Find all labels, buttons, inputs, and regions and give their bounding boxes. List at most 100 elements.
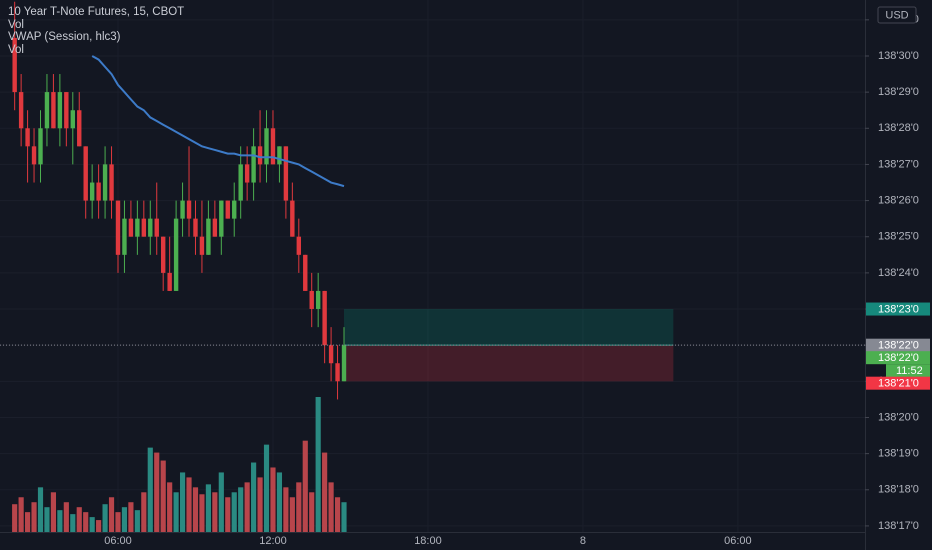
candle-body [303, 254, 308, 291]
currency-label[interactable]: USD [885, 9, 908, 21]
candle-body [102, 164, 108, 201]
candle-body [141, 218, 147, 237]
volume-bar [199, 494, 205, 532]
candle-body [257, 146, 263, 165]
price-label: 138'23'0 [878, 303, 919, 315]
price-label-box [866, 338, 930, 352]
y-tick-label: 138'24'0 [878, 267, 919, 279]
candle-body [64, 92, 69, 129]
price-label: 138'22'0 [878, 340, 919, 352]
volume-bar [212, 492, 218, 532]
candle-body [160, 236, 166, 273]
candle-body [283, 146, 289, 201]
volume-bar [83, 512, 89, 532]
volume-pane [12, 397, 347, 532]
volume-bar [231, 492, 237, 532]
volume-bar [270, 467, 276, 532]
y-tick-label: 138'26'0 [878, 194, 919, 206]
price-label: 138'21'0 [878, 378, 919, 390]
candle-body [199, 236, 205, 255]
volume-bar [134, 510, 140, 532]
y-tick-label: 138'25'0 [878, 231, 919, 243]
volume-bar [192, 487, 199, 532]
candle-body [238, 164, 243, 201]
y-tick-label: 138'30'0 [878, 50, 919, 62]
candle-body [270, 128, 276, 165]
candle-body [296, 236, 302, 255]
candle-body [180, 200, 185, 219]
volume-bar [63, 502, 69, 532]
x-tick-label: 8 [580, 535, 586, 547]
volume-bar [283, 487, 289, 532]
volume-bar [315, 397, 321, 532]
volume-bar [37, 487, 44, 532]
candle-body [219, 200, 224, 237]
volume-bar [251, 462, 257, 532]
candle-body [186, 200, 192, 219]
candle-body [290, 200, 295, 237]
x-tick-label: 12:00 [259, 535, 287, 547]
volume-bar [205, 484, 211, 532]
volume-bar [18, 497, 24, 532]
volume-bar [102, 504, 108, 532]
candle-body [225, 200, 230, 219]
y-tick-label: 138'18'0 [878, 484, 919, 496]
candle-body [128, 218, 134, 237]
candle-body [31, 146, 37, 165]
candle-body [232, 200, 237, 219]
volume-bar [173, 492, 179, 532]
volume-bar [167, 482, 173, 532]
volume-bar [289, 497, 295, 532]
price-label: 138'22'0 [878, 352, 919, 364]
x-tick-label: 18:00 [414, 535, 442, 547]
volume-bar [70, 514, 76, 532]
volume-bar [160, 460, 166, 532]
candle-body [335, 363, 340, 382]
volume-bar [121, 507, 128, 532]
chart-title: 10 Year T-Note Futures, 15, CBOT [8, 6, 184, 18]
volume-bar [128, 502, 134, 532]
volume-bar [334, 497, 341, 532]
volume-bar [238, 487, 244, 532]
volume-bar [154, 452, 160, 532]
candle-body [83, 146, 88, 201]
volume-bar [115, 512, 121, 532]
volume-bar [244, 482, 250, 532]
candle-body [89, 182, 95, 201]
position-tool [344, 309, 674, 382]
candle-body [70, 110, 75, 129]
candle-body [341, 345, 347, 382]
volume-bar [31, 502, 37, 532]
indicator-label: VWAP (Session, hlc3) [8, 31, 121, 43]
volume-bar [186, 477, 192, 532]
price-label-box [866, 302, 930, 316]
candle-body [25, 128, 30, 147]
candle-body [77, 110, 82, 147]
candle-body [193, 218, 198, 237]
candle-body [206, 218, 211, 255]
volume-bar [263, 444, 270, 532]
vwap-line [91, 55, 345, 188]
candle-body [115, 200, 121, 255]
currency-box[interactable] [877, 6, 917, 24]
volume-bar [309, 492, 315, 532]
volume-bar [302, 440, 308, 532]
profit-zone [344, 309, 674, 346]
candle-body [309, 290, 314, 309]
volume-bar [218, 472, 224, 532]
candle-body [12, 37, 17, 93]
candle-body [38, 128, 43, 165]
candle-body [212, 218, 218, 237]
candle-body [264, 128, 269, 165]
candle-body [244, 164, 250, 183]
loss-zone [344, 345, 674, 382]
candle-body [135, 218, 140, 237]
volume-bar [179, 472, 186, 532]
volume-bar [328, 482, 334, 532]
candle-body [315, 290, 321, 309]
y-tick-label: 138'29'0 [878, 86, 919, 98]
candle-body [154, 218, 159, 237]
price-label-box [866, 376, 930, 390]
price-label-box [866, 351, 930, 365]
